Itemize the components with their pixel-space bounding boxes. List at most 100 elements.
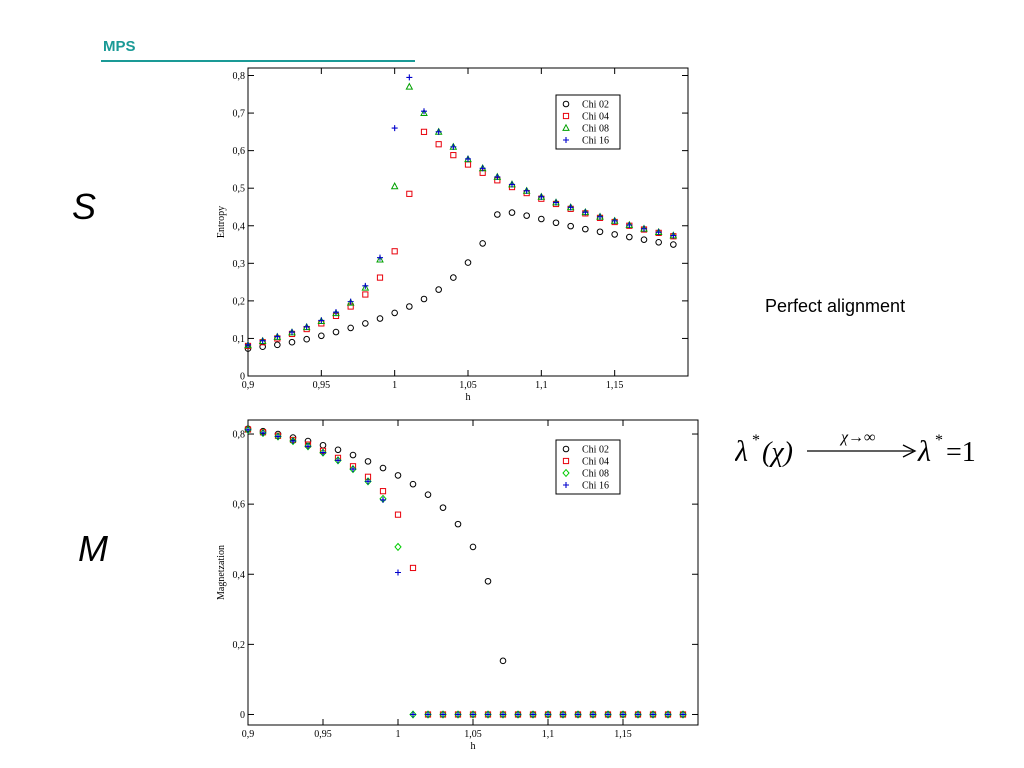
data-point [362,282,369,289]
data-point [259,427,267,435]
data-point [290,438,296,445]
series-chi-16 [245,74,677,348]
x-tick-label: 1,1 [535,380,548,391]
data-point [559,710,567,719]
data-point [625,220,634,228]
data-point [545,711,551,718]
data-point [394,511,402,518]
data-point [634,711,642,718]
data-point [395,569,401,576]
data-point [318,317,325,324]
data-point [669,231,678,239]
legend-label: Chi 04 [582,112,609,123]
data-point [670,232,677,239]
data-point [641,225,647,232]
data-point [274,335,281,342]
series-chi-02 [244,209,677,352]
data-point [454,520,462,528]
formula-arrow-head [902,444,917,458]
data-point [425,711,431,718]
data-point [589,711,597,718]
data-point [454,710,462,719]
data-point [529,711,537,718]
data-point [596,228,604,236]
data-point [289,436,297,446]
data-point [303,335,310,343]
y-tick-label: 0 [240,372,245,383]
data-point [362,291,369,298]
data-point [649,710,657,719]
data-point [589,710,597,719]
data-point [349,463,357,470]
data-point [420,108,428,116]
data-point [424,491,432,498]
data-point [544,711,552,718]
data-point [553,199,559,206]
data-point [626,222,633,229]
y-tick-label: 0,4 [233,221,246,232]
legend-label: Chi 02 [582,100,609,111]
data-point [346,298,355,306]
data-point [530,711,536,718]
data-point [515,711,521,718]
data-point [259,343,266,351]
data-point [439,504,447,511]
data-point [654,227,663,236]
data-point [288,338,296,346]
y-axis-label: Magnetzation [216,545,227,600]
data-point [260,429,266,436]
data-point [362,320,369,327]
data-point [349,464,357,474]
data-point [347,324,354,332]
data-point [379,464,387,472]
data-point [596,212,604,220]
data-point [566,203,575,211]
data-point [552,200,560,208]
data-point [449,142,458,150]
data-point [640,224,648,232]
data-point [670,233,677,240]
data-point [544,711,552,718]
data-point [611,217,618,224]
data-point [464,161,472,168]
data-point [421,108,427,115]
data-point [244,426,252,433]
data-point [410,711,416,718]
data-point [347,298,354,305]
data-point [317,316,326,325]
x-tick-label: 1,15 [606,380,624,391]
x-axis-label: h [466,392,471,403]
data-point [522,186,531,194]
data-point [273,332,282,340]
data-point [259,337,266,344]
data-point [499,711,507,718]
y-tick-label: 0,8 [233,430,246,441]
data-point [484,711,492,718]
data-point [289,434,297,441]
data-point [484,710,492,719]
data-point [406,190,413,197]
data-point [391,125,398,132]
data-point [334,446,342,454]
data-point [560,711,566,718]
data-point [274,432,282,441]
data-point [500,711,506,718]
data-point [589,711,597,718]
data-point [439,710,447,719]
data-point [523,212,530,219]
y-axis-label: Entropy [216,206,227,238]
formula-lhs-arg: (χ) [762,437,793,468]
data-point [469,711,477,718]
data-point [574,711,582,718]
data-point [634,710,642,719]
data-point [464,155,472,163]
data-point [582,210,589,217]
series-chi-04 [244,128,677,350]
data-point [376,315,384,322]
data-point [567,205,574,212]
data-point [365,478,371,485]
data-point [318,320,325,327]
